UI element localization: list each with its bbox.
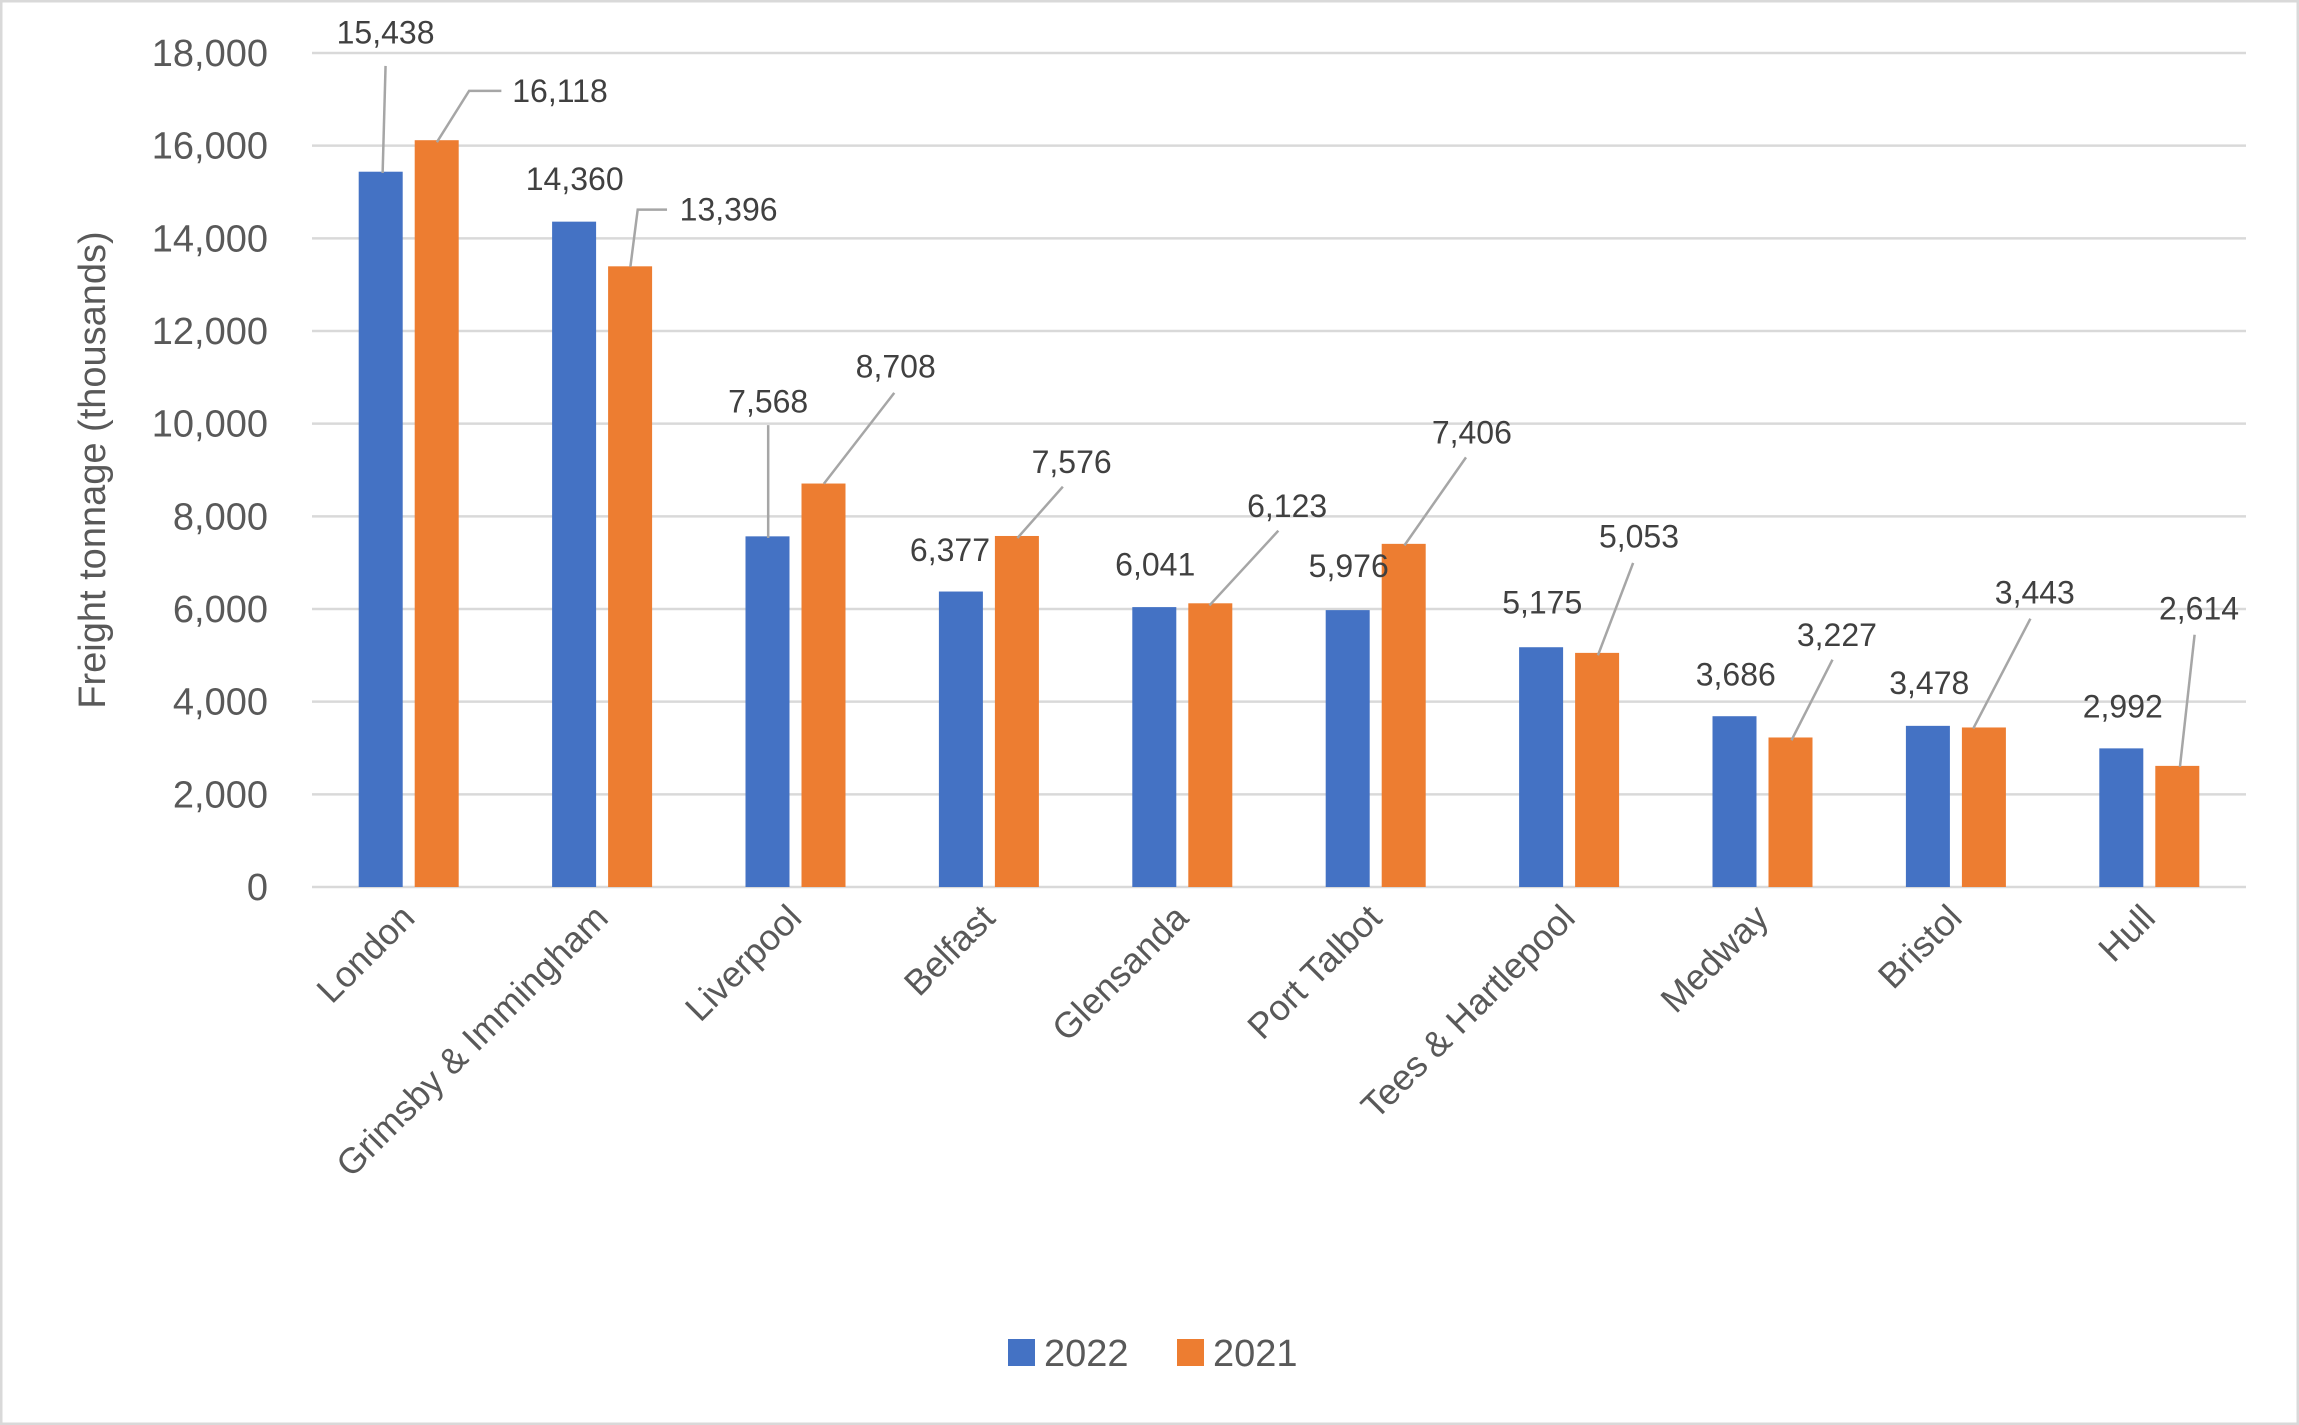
y-tick-label: 16,000	[152, 126, 268, 168]
leader-line	[381, 65, 387, 174]
y-tick-label: 18,000	[152, 33, 268, 75]
leader-line	[822, 392, 896, 485]
data-label-2022: 6,041	[1115, 546, 1195, 582]
legend-label-2022: 2022	[1044, 1333, 1129, 1375]
data-label-2022: 2,992	[2083, 689, 2163, 725]
data-label-2022: 14,360	[526, 161, 624, 197]
data-label-2021: 13,396	[680, 192, 778, 228]
data-label-2022: 5,976	[1309, 548, 1389, 584]
data-label-2022: 3,478	[1889, 665, 1969, 701]
data-label-2021: 3,443	[1995, 574, 2075, 610]
y-tick-label: 0	[247, 867, 268, 909]
data-label-2021: 6,123	[1247, 488, 1327, 524]
data-labels: 15,438 16,118 14,360 13,396 7,568 8,708 6,377 7…	[337, 14, 2239, 724]
leader-line	[629, 208, 668, 267]
bar-2021	[1961, 727, 2006, 887]
data-label-2021: 16,118	[512, 73, 608, 109]
bar-2021	[1575, 652, 1620, 887]
leader-line	[1403, 456, 1468, 547]
data-label-2021: 5,053	[1599, 519, 1679, 555]
bar-2021	[801, 483, 846, 887]
bar-2022	[1519, 647, 1564, 887]
data-label-2022: 7,568	[728, 384, 808, 420]
y-tick-label: 10,000	[152, 404, 268, 446]
y-tick-label: 6,000	[173, 589, 268, 631]
bar-2022	[1325, 610, 1370, 887]
bar-2021	[994, 535, 1039, 887]
leader-line	[1016, 485, 1064, 539]
y-tick-label: 4,000	[173, 682, 268, 724]
data-label-2022: 15,438	[337, 14, 435, 50]
y-tick-label: 2,000	[173, 774, 268, 816]
leader-lines	[381, 65, 2196, 767]
bar-2022	[2099, 748, 2144, 887]
y-tick-label: 12,000	[152, 311, 268, 353]
data-label-2021: 8,708	[856, 349, 936, 385]
bar-2021	[608, 266, 653, 887]
bar-2021	[1381, 543, 1426, 887]
leader-line	[1596, 562, 1635, 656]
data-label-2021: 3,227	[1797, 617, 1877, 653]
bar-2022	[745, 536, 790, 887]
bar-2021	[1188, 603, 1233, 887]
y-tick-label: 14,000	[152, 218, 268, 260]
bar-2022	[938, 591, 983, 887]
data-label-2022: 5,175	[1502, 585, 1582, 621]
bar-2022	[358, 171, 403, 887]
data-label-2021: 7,406	[1432, 414, 1512, 450]
bars	[358, 140, 2200, 888]
leader-line	[435, 89, 502, 143]
y-axis-title: Freight tonnage (thousands)	[72, 231, 114, 708]
leader-line	[1208, 529, 1280, 607]
leader-line	[1790, 659, 1834, 741]
data-label-2021: 7,576	[1032, 444, 1112, 480]
bar-2022	[552, 221, 597, 888]
bar-2021	[414, 140, 459, 887]
legend-label-2021: 2021	[1213, 1333, 1298, 1375]
data-label-2021: 2,614	[2159, 590, 2239, 626]
bar-2022	[1132, 607, 1177, 887]
legend: 2022 2021	[1008, 1333, 1298, 1375]
legend-swatch-2022	[1008, 1339, 1035, 1366]
bar-2022	[1712, 716, 1757, 887]
bar-2021	[2155, 765, 2200, 887]
data-label-2022: 6,377	[910, 532, 990, 568]
y-tick-label: 8,000	[173, 496, 268, 538]
data-label-2022: 3,686	[1696, 656, 1776, 692]
legend-swatch-2021	[1177, 1339, 1204, 1366]
leader-line	[1972, 618, 2032, 730]
bar-2021	[1768, 737, 1813, 887]
bar-2022	[1905, 725, 1950, 887]
leader-line	[2178, 634, 2196, 767]
y-tick-labels: 0 2,000 4,000 6,000 8,000 10,000 12,000 14,000 1…	[152, 33, 268, 909]
